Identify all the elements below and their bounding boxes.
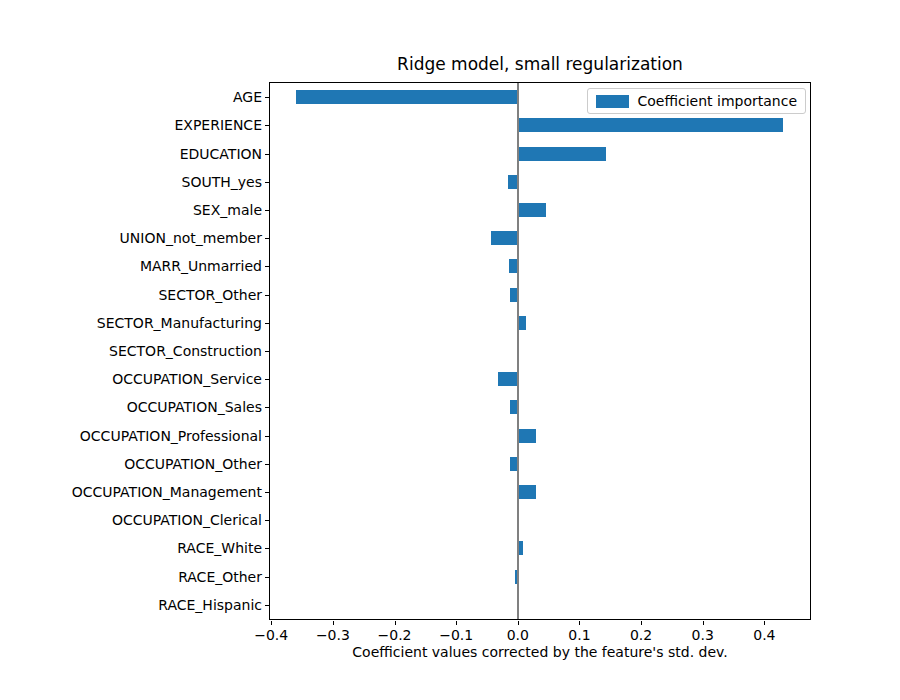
x-tick-mark bbox=[395, 621, 396, 625]
y-tick-mark bbox=[265, 492, 269, 493]
y-tick-mark bbox=[265, 351, 269, 352]
y-tick-label: OCCUPATION_Sales bbox=[0, 398, 262, 416]
y-tick-label: OCCUPATION_Clerical bbox=[0, 511, 262, 529]
bar-SECTOR_Manufacturing bbox=[518, 316, 526, 330]
y-tick-mark bbox=[265, 464, 269, 465]
y-tick-mark bbox=[265, 125, 269, 126]
x-tick-label: −0.3 bbox=[301, 627, 365, 643]
bar-AGE bbox=[296, 90, 518, 104]
x-tick-label: 0.1 bbox=[547, 627, 611, 643]
legend-label: Coefficient importance bbox=[638, 93, 798, 109]
bar-OCCUPATION_Professional bbox=[518, 429, 536, 443]
x-tick-label: 0.2 bbox=[609, 627, 673, 643]
bar-OCCUPATION_Service bbox=[498, 372, 518, 386]
y-tick-mark bbox=[265, 154, 269, 155]
y-tick-mark bbox=[265, 436, 269, 437]
x-tick-mark bbox=[456, 621, 457, 625]
y-tick-mark bbox=[265, 379, 269, 380]
y-tick-label: EDUCATION bbox=[0, 145, 262, 163]
y-tick-label: RACE_Other bbox=[0, 568, 262, 586]
y-tick-label: AGE bbox=[0, 88, 262, 106]
y-tick-label: SECTOR_Manufacturing bbox=[0, 314, 262, 332]
y-tick-label: MARR_Unmarried bbox=[0, 257, 262, 275]
y-tick-label: OCCUPATION_Management bbox=[0, 483, 262, 501]
bar-SEX_male bbox=[518, 203, 546, 217]
y-tick-mark bbox=[265, 238, 269, 239]
y-tick-label: OCCUPATION_Other bbox=[0, 455, 262, 473]
y-tick-label: EXPERIENCE bbox=[0, 116, 262, 134]
y-tick-label: OCCUPATION_Service bbox=[0, 370, 262, 388]
y-tick-mark bbox=[265, 605, 269, 606]
x-tick-mark bbox=[579, 621, 580, 625]
y-tick-mark bbox=[265, 577, 269, 578]
zero-line bbox=[517, 83, 519, 619]
x-tick-label: −0.1 bbox=[424, 627, 488, 643]
y-tick-label: SOUTH_yes bbox=[0, 173, 262, 191]
y-tick-label: SECTOR_Construction bbox=[0, 342, 262, 360]
chart-title: Ridge model, small regularization bbox=[269, 54, 811, 74]
y-tick-label: RACE_White bbox=[0, 539, 262, 557]
y-tick-mark bbox=[265, 295, 269, 296]
y-tick-mark bbox=[265, 97, 269, 98]
y-tick-label: SECTOR_Other bbox=[0, 286, 262, 304]
x-tick-mark bbox=[333, 621, 334, 625]
x-tick-mark bbox=[764, 621, 765, 625]
y-tick-mark bbox=[265, 266, 269, 267]
legend: Coefficient importance bbox=[587, 88, 807, 114]
bar-OCCUPATION_Management bbox=[518, 485, 536, 499]
x-tick-label: 0.3 bbox=[671, 627, 735, 643]
y-tick-label: UNION_not_member bbox=[0, 229, 262, 247]
figure: Ridge model, small regularization Coeffi… bbox=[0, 0, 900, 700]
y-tick-mark bbox=[265, 520, 269, 521]
y-tick-mark bbox=[265, 548, 269, 549]
x-axis-title: Coefficient values corrected by the feat… bbox=[269, 644, 811, 660]
y-tick-label: RACE_Hispanic bbox=[0, 596, 262, 614]
y-tick-mark bbox=[265, 210, 269, 211]
x-tick-mark bbox=[271, 621, 272, 625]
y-tick-label: OCCUPATION_Professional bbox=[0, 427, 262, 445]
bar-UNION_not_member bbox=[491, 231, 518, 245]
x-tick-label: 0.4 bbox=[732, 627, 796, 643]
y-tick-mark bbox=[265, 407, 269, 408]
x-tick-mark bbox=[703, 621, 704, 625]
bar-EXPERIENCE bbox=[518, 118, 783, 132]
y-tick-mark bbox=[265, 182, 269, 183]
x-tick-mark bbox=[518, 621, 519, 625]
legend-swatch-icon bbox=[596, 95, 629, 108]
x-tick-label: −0.4 bbox=[239, 627, 303, 643]
bar-EDUCATION bbox=[518, 147, 606, 161]
y-tick-label: SEX_male bbox=[0, 201, 262, 219]
y-tick-mark bbox=[265, 323, 269, 324]
x-tick-label: 0.0 bbox=[486, 627, 550, 643]
plot-area: Coefficient importance bbox=[269, 82, 811, 620]
x-tick-label: −0.2 bbox=[363, 627, 427, 643]
x-tick-mark bbox=[641, 621, 642, 625]
